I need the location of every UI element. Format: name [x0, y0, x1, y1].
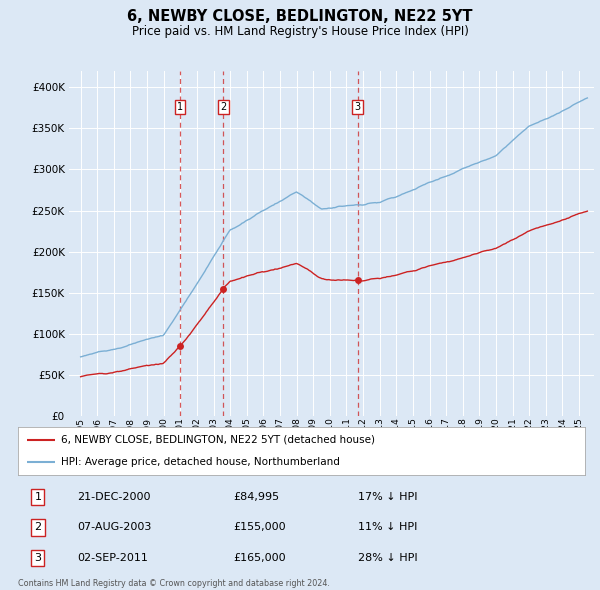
- Text: 2: 2: [34, 523, 41, 532]
- Text: Contains HM Land Registry data © Crown copyright and database right 2024.
This d: Contains HM Land Registry data © Crown c…: [18, 579, 330, 590]
- Text: 07-AUG-2003: 07-AUG-2003: [77, 523, 152, 532]
- Text: 3: 3: [34, 553, 41, 563]
- Text: 11% ↓ HPI: 11% ↓ HPI: [358, 523, 418, 532]
- Text: £155,000: £155,000: [233, 523, 286, 532]
- Text: Price paid vs. HM Land Registry's House Price Index (HPI): Price paid vs. HM Land Registry's House …: [131, 25, 469, 38]
- Text: 6, NEWBY CLOSE, BEDLINGTON, NE22 5YT (detached house): 6, NEWBY CLOSE, BEDLINGTON, NE22 5YT (de…: [61, 435, 374, 445]
- Text: £84,995: £84,995: [233, 492, 280, 502]
- Text: HPI: Average price, detached house, Northumberland: HPI: Average price, detached house, Nort…: [61, 457, 340, 467]
- Text: 3: 3: [355, 102, 361, 112]
- Text: 1: 1: [34, 492, 41, 502]
- Text: 28% ↓ HPI: 28% ↓ HPI: [358, 553, 418, 563]
- Text: 02-SEP-2011: 02-SEP-2011: [77, 553, 148, 563]
- Text: 6, NEWBY CLOSE, BEDLINGTON, NE22 5YT: 6, NEWBY CLOSE, BEDLINGTON, NE22 5YT: [127, 9, 473, 24]
- Text: 1: 1: [177, 102, 183, 112]
- Text: £165,000: £165,000: [233, 553, 286, 563]
- Text: 17% ↓ HPI: 17% ↓ HPI: [358, 492, 418, 502]
- Text: 21-DEC-2000: 21-DEC-2000: [77, 492, 151, 502]
- Text: 2: 2: [220, 102, 226, 112]
